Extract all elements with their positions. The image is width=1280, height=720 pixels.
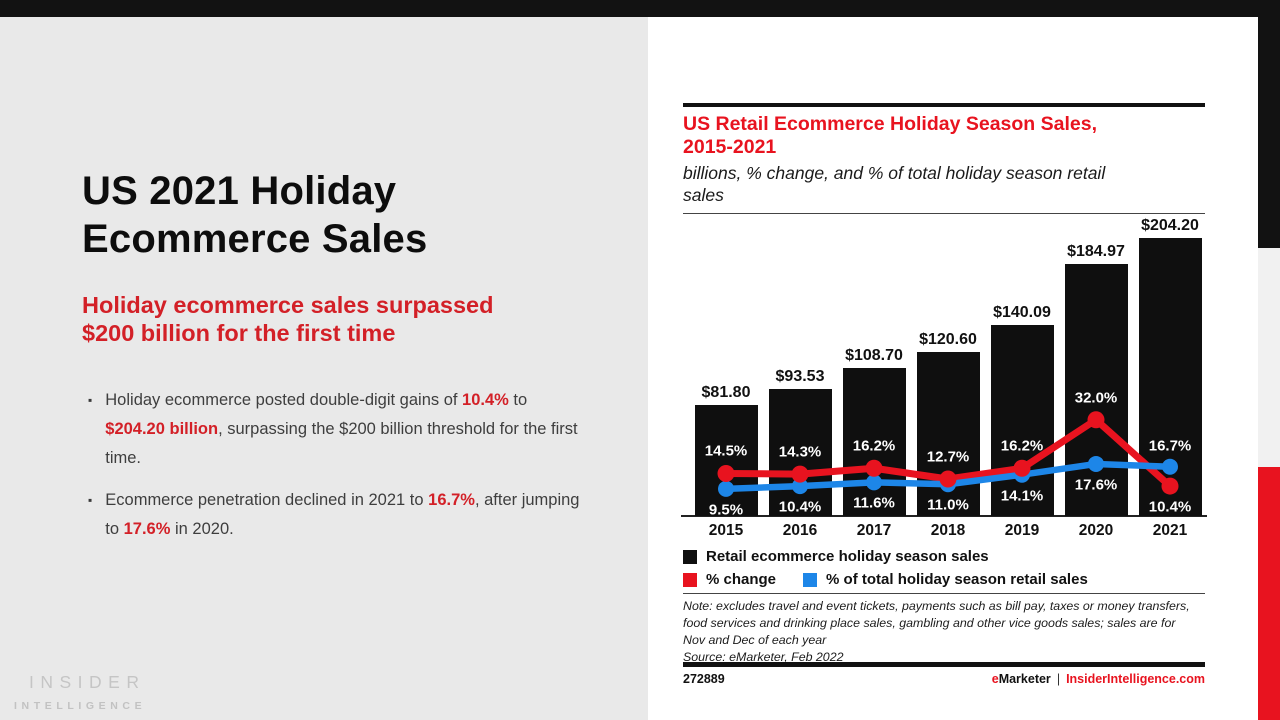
right-stripe-red bbox=[1258, 467, 1280, 720]
year-label: 2017 bbox=[856, 522, 892, 539]
pct-of-total-label: 16.7% bbox=[1148, 437, 1192, 455]
pct-of-total-label: 14.1% bbox=[1000, 487, 1044, 505]
pct-change-label: 12.7% bbox=[926, 448, 970, 466]
bar-2021 bbox=[1138, 238, 1202, 516]
bar-value-label: $108.70 bbox=[845, 347, 903, 364]
year-label: 2021 bbox=[1152, 522, 1188, 539]
legend-label-pct-total: % of total holiday season retail sales bbox=[826, 571, 1088, 588]
chart-divider-bottom bbox=[683, 593, 1205, 594]
bar-value-label: $140.09 bbox=[993, 304, 1051, 321]
year-label: 2018 bbox=[930, 522, 966, 539]
year-label: 2016 bbox=[782, 522, 818, 539]
chart-divider-top bbox=[683, 213, 1205, 214]
pct-change-label: 10.4% bbox=[1148, 498, 1192, 516]
slide-title: US 2021 Holiday Ecommerce Sales bbox=[82, 169, 428, 261]
pct-of-total-label: 17.6% bbox=[1074, 476, 1118, 494]
legend-swatch-pct-total bbox=[803, 572, 818, 587]
chart-footer-rule bbox=[683, 662, 1205, 667]
year-label: 2019 bbox=[1004, 522, 1040, 539]
bullet-item: ▪ Ecommerce penetration declined in 2021 … bbox=[88, 486, 588, 544]
bar-2015 bbox=[694, 405, 758, 516]
pct-change-label: 14.3% bbox=[778, 443, 822, 461]
legend-label-pct-change: % change bbox=[706, 571, 777, 588]
top-bar bbox=[0, 0, 1280, 17]
chart-panel: US Retail Ecommerce Holiday Season Sales… bbox=[648, 17, 1258, 720]
bullet-list: ▪ Holiday ecommerce posted double-digit g… bbox=[88, 386, 588, 557]
pct-change-label: 14.5% bbox=[704, 442, 748, 460]
pct-change-label: 32.0% bbox=[1074, 389, 1118, 407]
bullet-text: Holiday ecommerce posted double-digit ga… bbox=[105, 391, 578, 467]
bullet-item: ▪ Holiday ecommerce posted double-digit g… bbox=[88, 386, 588, 473]
bullet-text: Ecommerce penetration declined in 2021 t… bbox=[105, 491, 580, 538]
logo-line-insider: INSIDER bbox=[29, 672, 146, 692]
slide-subtitle: Holiday ecommerce sales surpassed $200 b… bbox=[82, 292, 494, 346]
brand-divider: | bbox=[1056, 672, 1061, 686]
emarketer-wordmark: eMarketer bbox=[991, 672, 1051, 686]
legend-swatch-pct-change bbox=[683, 572, 697, 587]
right-stripe-gray bbox=[1258, 248, 1280, 467]
bar-value-label: $81.80 bbox=[701, 384, 751, 401]
bar-2018 bbox=[916, 352, 980, 516]
pct-change-label: 16.2% bbox=[852, 437, 896, 455]
insider-intelligence-link: InsiderIntelligence.com bbox=[1066, 672, 1205, 686]
chart-note: Note: excludes travel and event tickets,… bbox=[683, 599, 1190, 647]
plot-area: $81.80 2015 $93.53 2016 $108.70 2017 $120.60 20… bbox=[648, 17, 1258, 720]
chart-source: Source: eMarketer, Feb 2022 bbox=[683, 650, 844, 664]
right-stripe-black bbox=[1258, 17, 1280, 248]
bar-value-label: $93.53 bbox=[775, 368, 825, 385]
pct-change-label: 16.2% bbox=[1000, 437, 1044, 455]
chart-id: 272889 bbox=[683, 672, 725, 686]
year-label: 2015 bbox=[708, 522, 744, 539]
year-label: 2020 bbox=[1078, 522, 1114, 539]
bar-value-label: $204.20 bbox=[1141, 217, 1199, 234]
legend-label-bars: Retail ecommerce holiday season sales bbox=[706, 548, 989, 565]
pct-of-total-label: 9.5% bbox=[708, 501, 744, 519]
pct-of-total-label: 11.0% bbox=[927, 496, 969, 514]
chart-top-rule bbox=[683, 103, 1205, 107]
x-axis bbox=[681, 515, 1207, 517]
pct-of-total-label: 11.6% bbox=[853, 494, 895, 512]
legend-swatch-bars bbox=[683, 549, 697, 564]
bar-value-label: $120.60 bbox=[919, 331, 977, 348]
bullet-marker-icon: ▪ bbox=[88, 393, 93, 407]
chart-subtitle: billions, % change, and % of total holid… bbox=[683, 163, 1106, 205]
bullet-marker-icon: ▪ bbox=[88, 493, 93, 507]
insider-intelligence-logo: INSIDER INTELLIGENCE bbox=[14, 672, 146, 712]
pct-of-total-label: 10.4% bbox=[778, 498, 822, 516]
brand-line: eMarketer | InsiderIntelligence.com bbox=[992, 672, 1205, 686]
bar-value-label: $184.97 bbox=[1067, 243, 1125, 260]
legend-row-1: Retail ecommerce holiday season sales bbox=[683, 548, 989, 565]
legend-row-2: % change % of total holiday season retai… bbox=[683, 571, 1088, 588]
chart-title: US Retail Ecommerce Holiday Season Sales… bbox=[683, 113, 1098, 158]
logo-line-intelligence: INTELLIGENCE bbox=[14, 700, 147, 712]
